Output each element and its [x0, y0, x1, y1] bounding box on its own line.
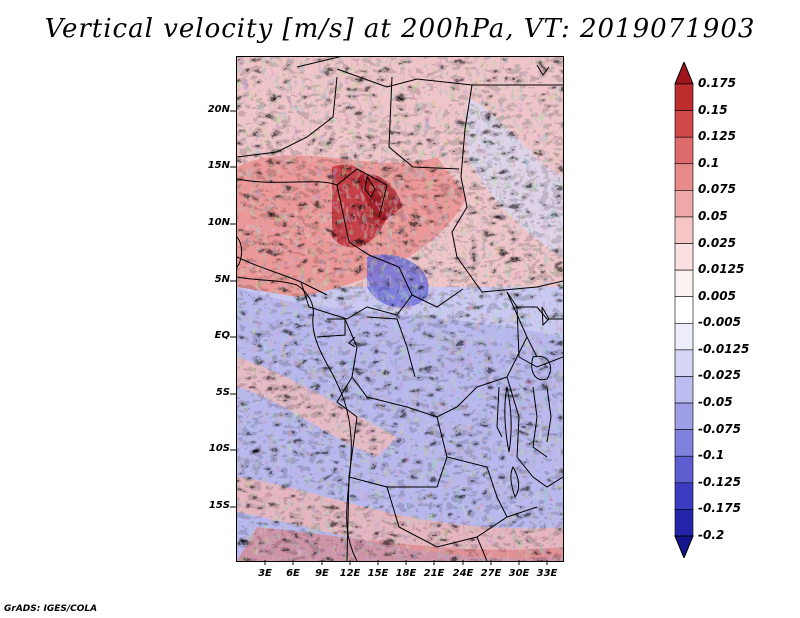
lakes [364, 64, 551, 499]
colorbar-label: -0.1 [698, 448, 725, 463]
colorbar-band [674, 190, 694, 218]
colorbar-label: 0.0125 [698, 262, 745, 277]
lon-label-33e: 33E [536, 568, 558, 579]
colorbar-band [674, 110, 694, 138]
colorbar-band [674, 376, 694, 404]
lat-ticks [230, 110, 236, 508]
colorbar-max-arrow [674, 62, 694, 85]
colorbar-label: 0.125 [698, 129, 736, 144]
lat-label-5s: 5S [215, 387, 230, 398]
colorbar-label: 0.005 [698, 288, 736, 303]
colorbar-label: 0.075 [698, 182, 736, 197]
colorbar-band [674, 482, 694, 510]
colorbar [674, 62, 694, 558]
lat-label-20n: 20N [207, 104, 230, 115]
coastline [237, 236, 358, 561]
lon-label-21e: 21E [423, 568, 445, 579]
colorbar-band [674, 163, 694, 191]
colorbar-band [674, 136, 694, 165]
lon-label-12e: 12E [339, 568, 361, 579]
lat-label-10s: 10S [208, 443, 230, 454]
colorbar-label: -0.0125 [698, 341, 750, 356]
lat-label-15s: 15S [208, 500, 230, 511]
colorbar-band [674, 322, 694, 351]
lat-label-15n: 15N [207, 160, 230, 171]
colorbar-min-arrow [674, 535, 694, 558]
lon-label-6e: 6E [286, 568, 300, 579]
colorbar-band [674, 269, 694, 298]
colorbar-band [674, 349, 694, 377]
lon-ticks [264, 560, 548, 565]
colorbar-band [674, 243, 694, 271]
colorbar-band [674, 402, 694, 430]
lon-label-3e: 3E [258, 568, 272, 579]
lon-label-18e: 18E [395, 568, 417, 579]
grads-credit: GrADS: IGES/COLA [4, 604, 98, 614]
lon-label-24e: 24E [452, 568, 474, 579]
colorbar-label: -0.125 [698, 474, 741, 489]
colorbar-band [674, 455, 694, 484]
lon-label-9e: 9E [315, 568, 329, 579]
lat-label-eq: EQ [214, 330, 230, 341]
colorbar-label: -0.005 [698, 315, 741, 330]
map-title: Vertical velocity [m/s] at 200hPa, VT: 2… [44, 14, 756, 44]
colorbar-label: 0.1 [698, 155, 720, 170]
vertical-velocity-map [236, 56, 564, 562]
lon-label-30e: 30E [508, 568, 530, 579]
colorbar-label: -0.025 [698, 368, 741, 383]
map-canvas [237, 57, 563, 561]
colorbar-label: 0.175 [698, 76, 736, 90]
colorbar-label: -0.075 [698, 421, 741, 436]
lon-label-15e: 15E [367, 568, 389, 579]
colorbar-label: 0.05 [698, 208, 728, 223]
colorbar-label: 0.025 [698, 235, 736, 250]
colorbar-band [674, 509, 694, 537]
lat-label-5n: 5N [214, 274, 230, 285]
colorbar-label: -0.175 [698, 501, 741, 516]
lon-label-27e: 27E [480, 568, 502, 579]
lat-label-10n: 10N [207, 217, 230, 228]
colorbar-label: -0.2 [698, 528, 725, 542]
colorbar-band [674, 83, 694, 111]
colorbar-label: 0.15 [698, 102, 728, 117]
colorbar-band [674, 429, 694, 457]
colorbar-label: -0.05 [698, 395, 733, 410]
colorbar-band [674, 296, 694, 324]
colorbar-band [674, 216, 694, 244]
